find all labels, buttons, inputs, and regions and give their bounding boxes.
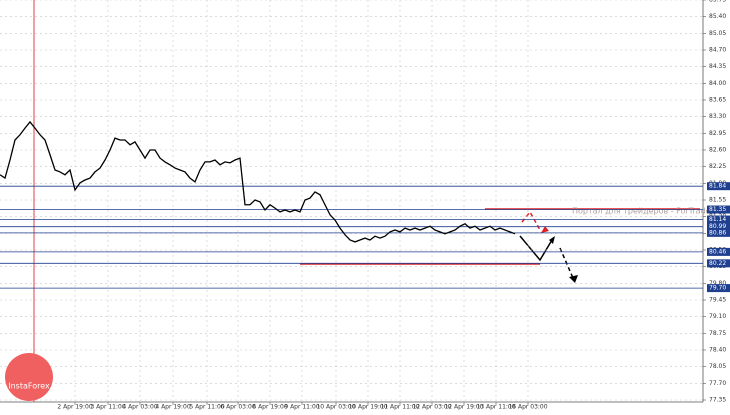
red-arrowhead (541, 226, 549, 233)
logo-badge (5, 353, 53, 401)
level-tag (707, 205, 730, 214)
y-tick-label: 79.10 (709, 313, 726, 320)
level-tag (707, 259, 730, 268)
logo: InstaForex (5, 353, 53, 401)
x-tick-label: 12 Apr 03:00 (412, 404, 451, 411)
level-label: 80.22 (709, 260, 726, 267)
y-tick-label: 82.25 (709, 163, 726, 170)
x-tick-label: 13 Apr 11:00 (476, 404, 515, 411)
x-tick-label: 5 Apr 11:00 (189, 404, 224, 411)
level-label: 81.84 (709, 183, 726, 190)
level-tag (707, 247, 730, 256)
x-tick-label: 6 Apr 03:00 (220, 404, 255, 411)
y-tick-label: 79.80 (709, 280, 726, 287)
x-tick-label: 16 Apr 03:00 (508, 404, 547, 411)
y-tick-label: 84.70 (709, 47, 726, 54)
y-tick-label: 85.05 (709, 30, 726, 37)
watermark: Портал для трейдеров - ForTrader (572, 207, 715, 216)
level-tag (707, 284, 730, 293)
black-arrowhead (549, 236, 555, 244)
x-tick-label: 9 Apr 11:00 (284, 404, 319, 411)
level-label: 81.35 (709, 206, 726, 213)
x-tick-label: 10 Apr 03:00 (316, 404, 355, 411)
y-tick-label: 78.05 (709, 363, 726, 370)
x-tick-label: 3 Apr 11:00 (90, 404, 125, 411)
x-tick-label: 11 Apr 11:00 (380, 404, 419, 411)
y-tick-label: 82.95 (709, 130, 726, 137)
logo-text: InstaForex (8, 382, 50, 391)
level-tag (707, 222, 730, 231)
price-line (0, 120, 516, 243)
x-tick-label: 2 Apr 19:00 (57, 404, 92, 411)
x-tick-label: 10 Apr 19:00 (348, 404, 387, 411)
level-label: 79.70 (709, 285, 726, 292)
y-tick-label: 77.35 (709, 397, 726, 404)
y-tick-label: 83.30 (709, 113, 726, 120)
level-tag (707, 182, 730, 191)
y-tick-label: 78.40 (709, 347, 726, 354)
x-tick-label: 12 Apr 19:00 (444, 404, 483, 411)
y-tick-label: 85.75 (709, 0, 726, 4)
dashed-arrowhead (569, 275, 578, 283)
y-tick-label: 84.35 (709, 63, 726, 70)
y-tick-label: 77.70 (709, 380, 726, 387)
level-label: 80.99 (709, 223, 726, 230)
x-tick-label: 4 Apr 03:00 (122, 404, 157, 411)
level-label: 81.14 (709, 216, 726, 223)
level-tag (707, 228, 730, 237)
y-tick-label: 81.55 (709, 197, 726, 204)
level-label: 80.86 (709, 229, 726, 236)
y-tick-label: 79.45 (709, 297, 726, 304)
level-tag (707, 215, 730, 224)
x-tick-label: 4 Apr 19:00 (155, 404, 190, 411)
y-tick-label: 83.65 (709, 97, 726, 104)
y-tick-label: 85.40 (709, 13, 726, 20)
level-label: 80.46 (709, 248, 726, 255)
black-arrow (519, 235, 553, 262)
y-tick-label: 78.75 (709, 330, 726, 337)
y-tick-label: 82.60 (709, 147, 726, 154)
x-tick-label: 6 Apr 19:00 (252, 404, 287, 411)
y-tick-label: 84.00 (709, 80, 726, 87)
